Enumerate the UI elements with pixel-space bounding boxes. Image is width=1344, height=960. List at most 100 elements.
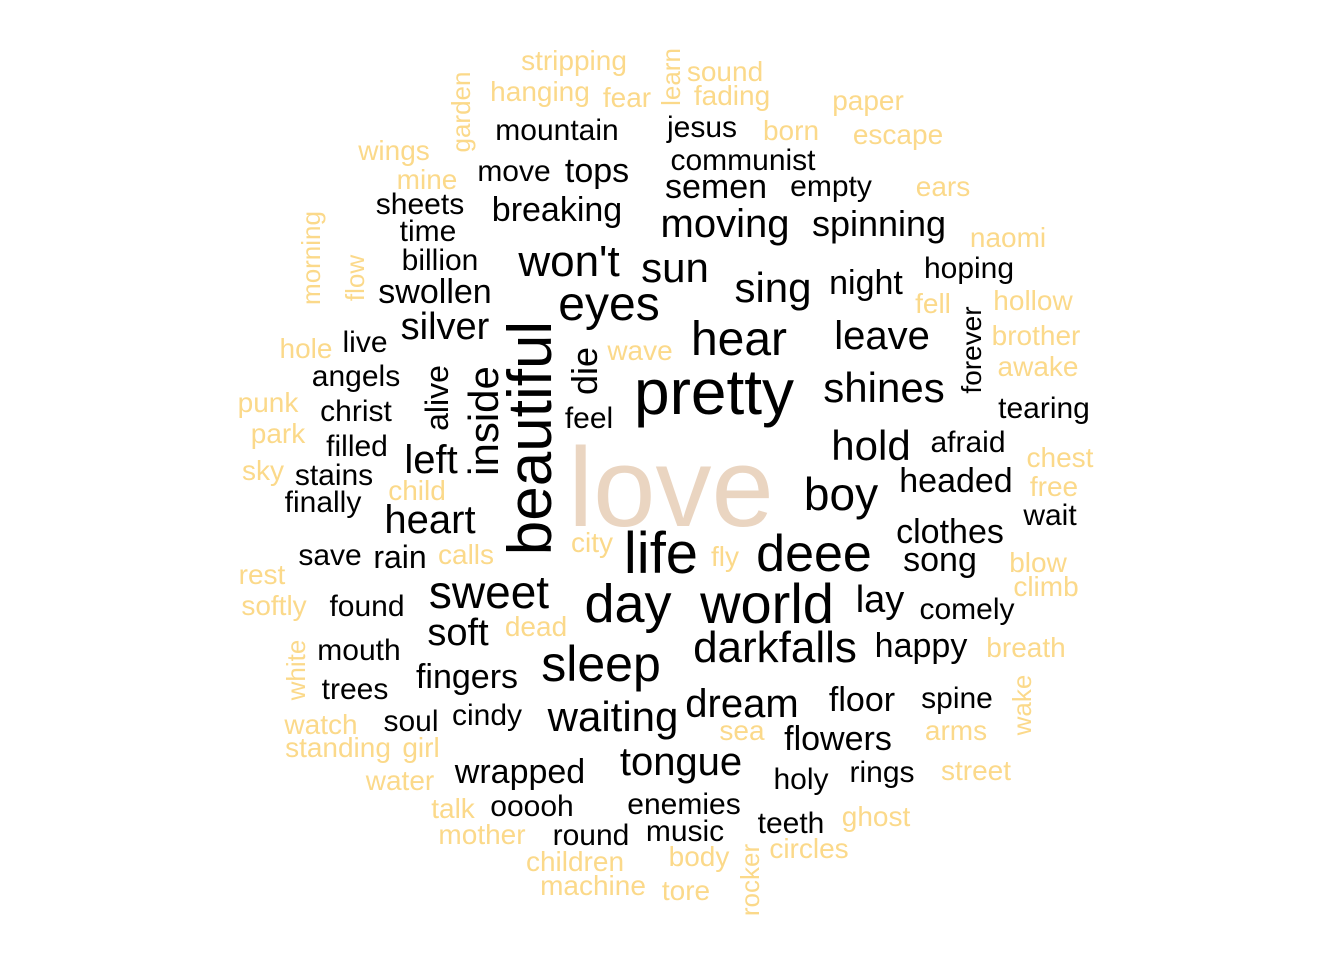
- word-tops: tops: [564, 152, 630, 190]
- word-punk: punk: [237, 387, 299, 418]
- word-watch: watch: [284, 709, 358, 740]
- word-song: song: [903, 541, 977, 579]
- word-learn: learn: [656, 48, 686, 106]
- word-blow: blow: [1009, 547, 1067, 578]
- word-save: save: [298, 539, 362, 572]
- word-soft: soft: [427, 612, 489, 654]
- word-hold: hold: [831, 422, 911, 469]
- word-comely: comely: [919, 593, 1015, 626]
- word-beautiful: beautiful: [496, 320, 565, 556]
- word-filled: filled: [326, 430, 388, 463]
- word-sky: sky: [242, 455, 284, 486]
- word-hollow: hollow: [993, 285, 1073, 316]
- word-mother: mother: [438, 819, 526, 850]
- word-lay: lay: [855, 579, 905, 621]
- word-feel: feel: [564, 402, 614, 435]
- word-sweet: sweet: [428, 566, 550, 618]
- word-fly: fly: [711, 541, 739, 572]
- word-wait: wait: [1023, 499, 1077, 532]
- word-hear: hear: [690, 313, 788, 366]
- word-street: street: [940, 755, 1012, 786]
- word-child: child: [388, 475, 446, 506]
- word-darkfalls: darkfalls: [693, 623, 857, 672]
- word-chest: chest: [1026, 442, 1094, 473]
- word-wave: wave: [607, 335, 673, 366]
- word-body: body: [668, 841, 730, 872]
- word-inside: inside: [460, 366, 507, 476]
- word-ooooh: ooooh: [490, 790, 574, 823]
- word-swollen: swollen: [378, 273, 492, 311]
- word-paper: paper: [832, 85, 904, 116]
- word-park: park: [250, 418, 306, 449]
- word-time: time: [399, 215, 457, 248]
- word-sing: sing: [734, 264, 812, 311]
- word-rain: rain: [373, 539, 427, 575]
- word-dream: dream: [685, 682, 799, 726]
- word-life: life: [623, 521, 699, 586]
- word-eyes: eyes: [558, 278, 660, 331]
- word-moving: moving: [660, 202, 790, 246]
- word-awake: awake: [997, 351, 1079, 382]
- word-machine: machine: [540, 870, 646, 901]
- word-round: round: [552, 819, 630, 852]
- word-mountain: mountain: [495, 114, 619, 147]
- word-forever: forever: [956, 306, 987, 394]
- word-day: day: [584, 574, 672, 634]
- word-born: born: [762, 115, 820, 146]
- word-jesus: jesus: [666, 111, 738, 144]
- word-wont: won't: [518, 237, 620, 286]
- word-sun: sun: [641, 244, 709, 291]
- word-shines: shines: [823, 364, 945, 411]
- word-fell: fell: [915, 288, 951, 319]
- word-flowers: flowers: [784, 720, 892, 758]
- word-spine: spine: [921, 682, 993, 715]
- word-stains: stains: [294, 459, 374, 492]
- word-wake: wake: [1007, 674, 1037, 736]
- word-deee: deee: [756, 525, 872, 583]
- word-ears: ears: [915, 171, 971, 202]
- word-rest: rest: [238, 559, 286, 590]
- word-circles: circles: [769, 833, 849, 864]
- word-garden: garden: [446, 71, 476, 153]
- word-happy: happy: [874, 627, 968, 665]
- word-world: world: [700, 572, 834, 635]
- word-waiting: waiting: [547, 693, 679, 740]
- word-hanging: hanging: [490, 76, 590, 107]
- word-stripping: stripping: [521, 45, 627, 76]
- word-water: water: [365, 765, 435, 796]
- word-found: found: [329, 590, 405, 623]
- word-trees: trees: [321, 673, 389, 706]
- word-sleep: sleep: [541, 636, 661, 692]
- word-fading: fading: [693, 80, 771, 111]
- word-city: city: [571, 527, 613, 558]
- word-alive: alive: [419, 365, 455, 431]
- word-hoping: hoping: [923, 252, 1015, 285]
- word-empty: empty: [790, 170, 872, 203]
- word-mine: mine: [396, 164, 458, 195]
- word-cindy: cindy: [451, 699, 523, 732]
- word-sea: sea: [719, 715, 765, 746]
- word-sound: sound: [686, 56, 764, 87]
- word-tearing: tearing: [998, 392, 1090, 425]
- word-fingers: fingers: [415, 658, 519, 696]
- word-pretty: pretty: [633, 356, 795, 428]
- word-free: free: [1029, 471, 1079, 502]
- word-flow: flow: [340, 254, 370, 302]
- word-hole: hole: [279, 333, 333, 364]
- word-climb: climb: [1013, 571, 1079, 602]
- word-leave: leave: [834, 314, 930, 358]
- word-girl: girl: [402, 732, 440, 763]
- word-white: white: [281, 639, 311, 701]
- word-talk: talk: [431, 793, 475, 824]
- word-naomi: naomi: [969, 222, 1047, 253]
- word-teeth: teeth: [757, 807, 825, 840]
- word-love: love: [568, 425, 774, 550]
- word-softly: softly: [241, 590, 307, 621]
- word-breaking: breaking: [491, 191, 623, 229]
- word-morning: morning: [296, 211, 326, 305]
- word-angels: angels: [311, 360, 401, 393]
- word-night: night: [829, 264, 903, 302]
- word-tore: tore: [661, 875, 711, 906]
- word-die: die: [564, 346, 605, 396]
- word-escape: escape: [852, 119, 944, 150]
